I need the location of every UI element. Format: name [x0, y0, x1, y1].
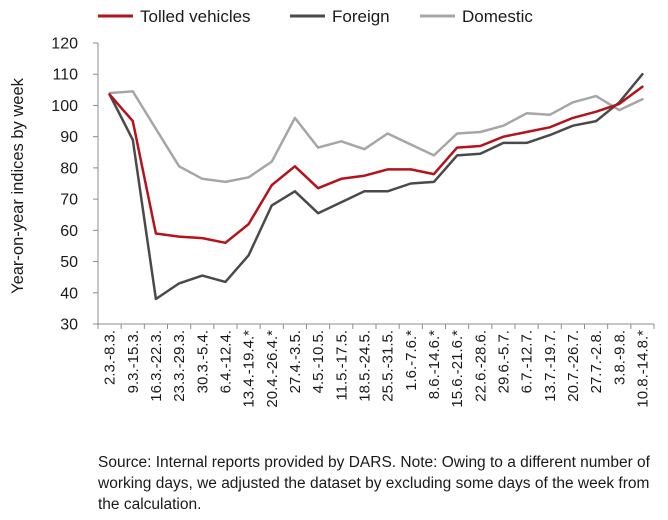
series-lines — [108, 72, 644, 301]
y-tick-label: 60 — [60, 223, 78, 240]
legend-label: Tolled vehicles — [140, 7, 251, 26]
x-tick-label: 23.3.-29.3. — [171, 330, 188, 402]
x-tick-label: 22.6.-28.6. — [472, 330, 489, 402]
y-tick-label: 50 — [60, 254, 78, 271]
legend-label: Foreign — [332, 7, 390, 26]
x-tick-label: 20.7.-26.7. — [565, 330, 582, 402]
y-tick-label: 30 — [60, 317, 78, 334]
x-tick-label: 4.5.-10.5. — [310, 330, 327, 393]
x-tick-label: 6.4.-12.4. — [217, 330, 234, 393]
series-line-domestic — [108, 90, 644, 184]
series-line-foreign — [108, 72, 644, 301]
x-tick-label: 11.5.-17.5. — [333, 330, 350, 401]
y-tick-label: 90 — [60, 129, 78, 146]
x-axis: 2.3.-8.3. 9.3.-15.3. 16.3.-22.3. 23.3.-29.3… — [97, 323, 655, 408]
x-tick-label: 27.7.-2.8. — [588, 330, 605, 393]
series-line-tolled-vehicles — [108, 85, 644, 245]
x-tick-label: 6.7.-12.7. — [519, 330, 536, 393]
x-tick-label: 27.4.-3.5. — [287, 330, 304, 393]
x-tick-label: 13.7.-19.7. — [542, 330, 559, 402]
x-tick-label: 1.6.-7.6.* — [403, 330, 420, 391]
y-tick-label: 80 — [60, 160, 78, 177]
y-tick-label: 110 — [52, 67, 78, 84]
x-tick-label: 2.3.-8.3. — [102, 330, 119, 385]
x-tick-label: 15.6.-21.6.* — [449, 330, 466, 408]
x-tick-label: 13.4.-19.4.* — [241, 330, 258, 408]
y-tick-label: 40 — [60, 285, 78, 302]
x-tick-label: 18.5.-24.5. — [356, 330, 373, 402]
x-tick-label: 10.8.-14.8.* — [634, 330, 651, 408]
y-tick-label: 120 — [51, 36, 78, 53]
line-chart: Tolled vehicles Foreign Domestic 30 40 50 60 7… — [9, 7, 655, 408]
x-tick-label: 9.3.-15.3. — [125, 330, 142, 393]
legend-label: Domestic — [462, 7, 533, 26]
y-tick-label: 100 — [51, 98, 78, 115]
x-tick-label: 3.8.-9.8. — [611, 330, 628, 385]
x-tick-label: 25.5.-31.5. — [380, 330, 397, 402]
y-axis-label: Year-on-year indices by week — [9, 77, 27, 294]
x-tick-label: 30.3.-5.4. — [194, 330, 211, 393]
source-note: Source: Internal reports provided by DAR… — [98, 454, 650, 513]
x-tick-label: 29.6.-5.7. — [495, 330, 512, 393]
x-tick-label: 20.4.-26.4.* — [264, 330, 281, 408]
x-tick-label: 16.3.-22.3. — [148, 330, 165, 402]
y-axis: 30 40 50 60 70 80 90 100 110 120 — [51, 36, 99, 334]
y-tick-label: 70 — [60, 192, 78, 209]
x-tick-label: 8.6.-14.6.* — [426, 330, 443, 399]
chart-legend: Tolled vehicles Foreign Domestic — [98, 7, 533, 26]
